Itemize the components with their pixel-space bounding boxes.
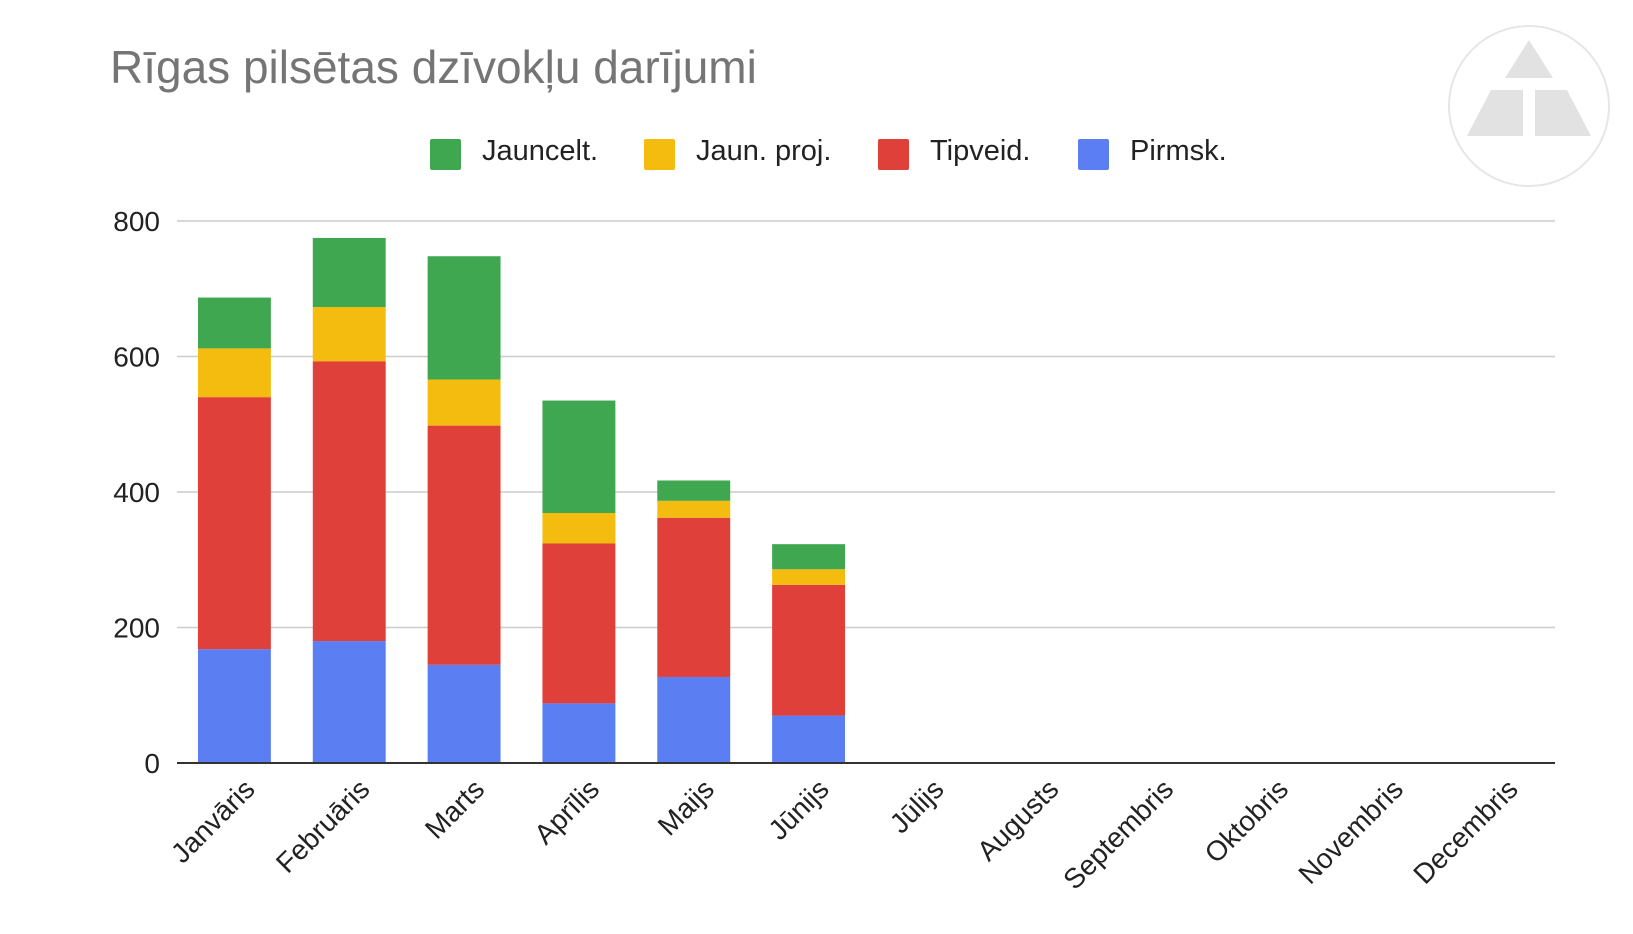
chart-title: Rīgas pilsētas dzīvokļu darījumi xyxy=(110,41,757,93)
x-tick-label: Oktobris xyxy=(1199,773,1295,869)
bar-segment-pirmsk xyxy=(542,703,616,763)
x-tick-label: Maijs xyxy=(652,773,720,841)
bar-segment-jaun-proj xyxy=(427,379,501,426)
bar-segment-jauncelt xyxy=(657,480,731,501)
bar-segment-jaun-proj xyxy=(657,500,731,518)
x-tick-label: Decembris xyxy=(1407,773,1524,890)
bar-segment-jauncelt xyxy=(542,400,616,514)
x-tick-label: Jūnijs xyxy=(762,773,835,846)
bar-segment-tipveid xyxy=(197,397,271,650)
bar-segment-pirmsk xyxy=(657,676,731,763)
legend-label: Tipveid. xyxy=(930,135,1031,167)
legend-label: Pirmsk. xyxy=(1130,135,1227,167)
x-tick-label: Novembris xyxy=(1292,773,1409,890)
bar-segment-jauncelt xyxy=(312,237,386,308)
bar-segment-pirmsk xyxy=(427,664,501,763)
y-tick-label: 800 xyxy=(113,206,160,237)
bar-segment-jauncelt xyxy=(772,544,846,570)
legend-label: Jauncelt. xyxy=(482,135,599,167)
x-tick-label: Februāris xyxy=(270,773,376,879)
legend-swatch xyxy=(878,139,909,170)
x-tick-label: Janvāris xyxy=(165,773,261,869)
x-tick-label: Aprīlis xyxy=(528,773,605,850)
legend-swatch xyxy=(644,139,675,170)
watermark-logo-icon xyxy=(1448,25,1610,187)
x-tick-label: Marts xyxy=(419,773,490,844)
legend-swatch xyxy=(1078,139,1109,170)
x-tick-label: Septembris xyxy=(1057,773,1179,895)
bar-segment-jauncelt xyxy=(427,256,501,380)
y-tick-label: 200 xyxy=(113,613,160,644)
bar-segment-tipveid xyxy=(657,517,731,677)
chart-legend: Jauncelt. Jaun. proj. Tipveid. Pirmsk. xyxy=(0,133,1633,173)
bar-segment-jaun-proj xyxy=(312,307,386,362)
bar-segment-jaun-proj xyxy=(197,348,271,398)
bar-segment-pirmsk xyxy=(197,649,271,763)
bar-segment-tipveid xyxy=(312,361,386,642)
legend-swatch xyxy=(430,139,461,170)
x-tick-label: Jūlijs xyxy=(884,773,950,839)
y-tick-label: 400 xyxy=(113,477,160,508)
bar-segment-tipveid xyxy=(772,584,846,716)
y-tick-label: 600 xyxy=(113,342,160,373)
y-tick-label: 0 xyxy=(144,748,160,779)
legend-label: Jaun. proj. xyxy=(696,135,832,167)
bar-segment-tipveid xyxy=(427,425,501,665)
bar-segment-pirmsk xyxy=(772,715,846,763)
bar-segment-jaun-proj xyxy=(542,513,616,544)
x-tick-label: Augusts xyxy=(971,773,1064,866)
bar-segment-jaun-proj xyxy=(772,569,846,585)
bar-segment-pirmsk xyxy=(312,641,386,763)
bar-segment-tipveid xyxy=(542,543,616,704)
bar-segment-jauncelt xyxy=(197,297,271,349)
